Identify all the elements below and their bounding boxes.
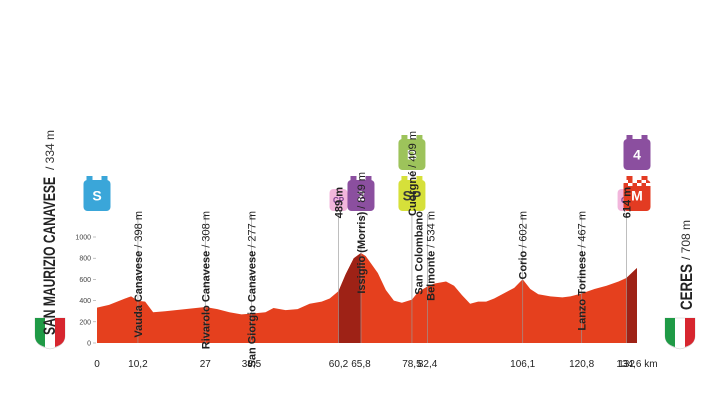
stage-icon: SP xyxy=(398,176,426,211)
icon-label: B xyxy=(407,147,417,163)
waypoint-altitude: / 534 m xyxy=(426,211,438,248)
waypoint-label: Cuorgné / 409 m xyxy=(407,131,419,216)
waypoint-name: Cuorgné xyxy=(407,171,419,216)
climb-segment xyxy=(626,267,637,343)
waypoint-name: Belmonte xyxy=(426,251,438,301)
icon-badge xyxy=(398,180,426,211)
x-tick-label: 0 xyxy=(94,359,100,370)
waypoint-name: Lanzo Torinese xyxy=(577,251,589,331)
elevation-profile xyxy=(97,253,637,343)
x-tick-label: 38,5 xyxy=(242,359,262,370)
x-tick-label: 78,5 xyxy=(402,359,422,370)
icon-label: CP xyxy=(333,196,345,205)
climb-segment xyxy=(338,253,361,343)
start-flag xyxy=(34,317,66,350)
start-name: SAN MAURIZIO CANAVESE xyxy=(40,177,59,335)
icon-badge xyxy=(623,180,651,211)
x-tick-label: 60,2 xyxy=(329,359,349,370)
y-tick-label: 800 xyxy=(79,256,91,263)
checker xyxy=(628,183,633,186)
icon-label: 4 xyxy=(633,147,641,163)
y-tick-label: 400 xyxy=(79,298,91,305)
waypoint-name: 489 m xyxy=(334,187,346,218)
x-tick-label: 27 xyxy=(200,359,212,370)
waypoint-label: 489 m xyxy=(334,187,346,218)
waypoint-altitude: / 277 m xyxy=(246,211,258,248)
waypoint-altitude: / 398 m xyxy=(133,211,145,248)
x-tick-label: 106,1 xyxy=(510,359,535,370)
x-tick-label: 120,8 xyxy=(569,359,594,370)
icon-badge xyxy=(329,189,348,211)
waypoint-label: Belmonte / 534 m xyxy=(426,211,438,301)
checker xyxy=(637,183,642,186)
x-tick-label: 65,8 xyxy=(351,359,371,370)
waypoint-name: Corio xyxy=(518,250,530,279)
x-tick-label: 82,4 xyxy=(418,359,438,370)
waypoint-name: Rivarolo Canavese xyxy=(200,251,212,349)
waypoint-label: Issiglio (Morris) / 849 m xyxy=(356,172,368,294)
y-tick-label: 600 xyxy=(79,277,91,284)
waypoint-label: Vauda Canavese / 398 m xyxy=(133,211,145,338)
waypoint-label: 614 m xyxy=(622,187,634,218)
waypoint-label: San Colombano xyxy=(414,211,426,295)
x-tick-label: 10,2 xyxy=(128,359,148,370)
checker xyxy=(641,180,646,183)
waypoint-altitude: / 467 m xyxy=(577,211,589,248)
icon-label: M xyxy=(631,188,643,204)
stage-icon: 4 xyxy=(623,135,651,170)
waypoint-label: San Giorgio Canavese / 277 m xyxy=(246,211,258,368)
icon-badge xyxy=(83,180,111,211)
waypoint-name: 614 m xyxy=(622,187,634,218)
waypoint-altitude: / 602 m xyxy=(518,211,530,248)
finish-flag xyxy=(664,317,696,350)
icon-badge xyxy=(398,139,426,170)
waypoint-name: San Colombano xyxy=(414,211,426,295)
waypoint-name: Vauda Canavese xyxy=(133,251,145,338)
finish-name: CERES xyxy=(677,264,696,310)
x-tick-label: 134,6 km xyxy=(616,359,657,370)
y-tick-label: 1000 xyxy=(75,235,91,242)
waypoint-name: San Giorgio Canavese xyxy=(246,251,258,368)
icon-badge xyxy=(623,139,651,170)
stage-icon: S xyxy=(83,176,111,211)
stage-icon: 2 xyxy=(347,176,375,211)
stage-icon: M xyxy=(623,176,651,211)
x-tick-label: 132 xyxy=(618,359,635,370)
waypoint-label: Lanzo Torinese / 467 m xyxy=(577,211,589,331)
checker xyxy=(632,180,637,183)
icon-label: SP xyxy=(403,188,422,204)
icon-label: S xyxy=(92,188,101,204)
waypoint-altitude: / 308 m xyxy=(200,211,212,248)
icon-label: 2 xyxy=(357,188,365,204)
waypoint-altitude: / 849 m xyxy=(356,172,368,209)
icon-badge xyxy=(347,180,375,211)
checker xyxy=(623,180,628,183)
stage-icon: CP xyxy=(329,189,348,211)
waypoint-altitude: / 409 m xyxy=(407,131,419,168)
y-tick-label: 0 xyxy=(87,341,91,348)
waypoint-name: Issiglio (Morris) xyxy=(356,211,368,293)
waypoint-label: Corio / 602 m xyxy=(518,211,530,279)
y-tick-label: 200 xyxy=(79,319,91,326)
checker xyxy=(646,183,651,186)
waypoint-label: Rivarolo Canavese / 308 m xyxy=(200,211,212,349)
stage-icon: B xyxy=(398,135,426,170)
finish-altitude: / 708 m xyxy=(679,220,693,260)
start-altitude: / 334 m xyxy=(43,130,57,170)
